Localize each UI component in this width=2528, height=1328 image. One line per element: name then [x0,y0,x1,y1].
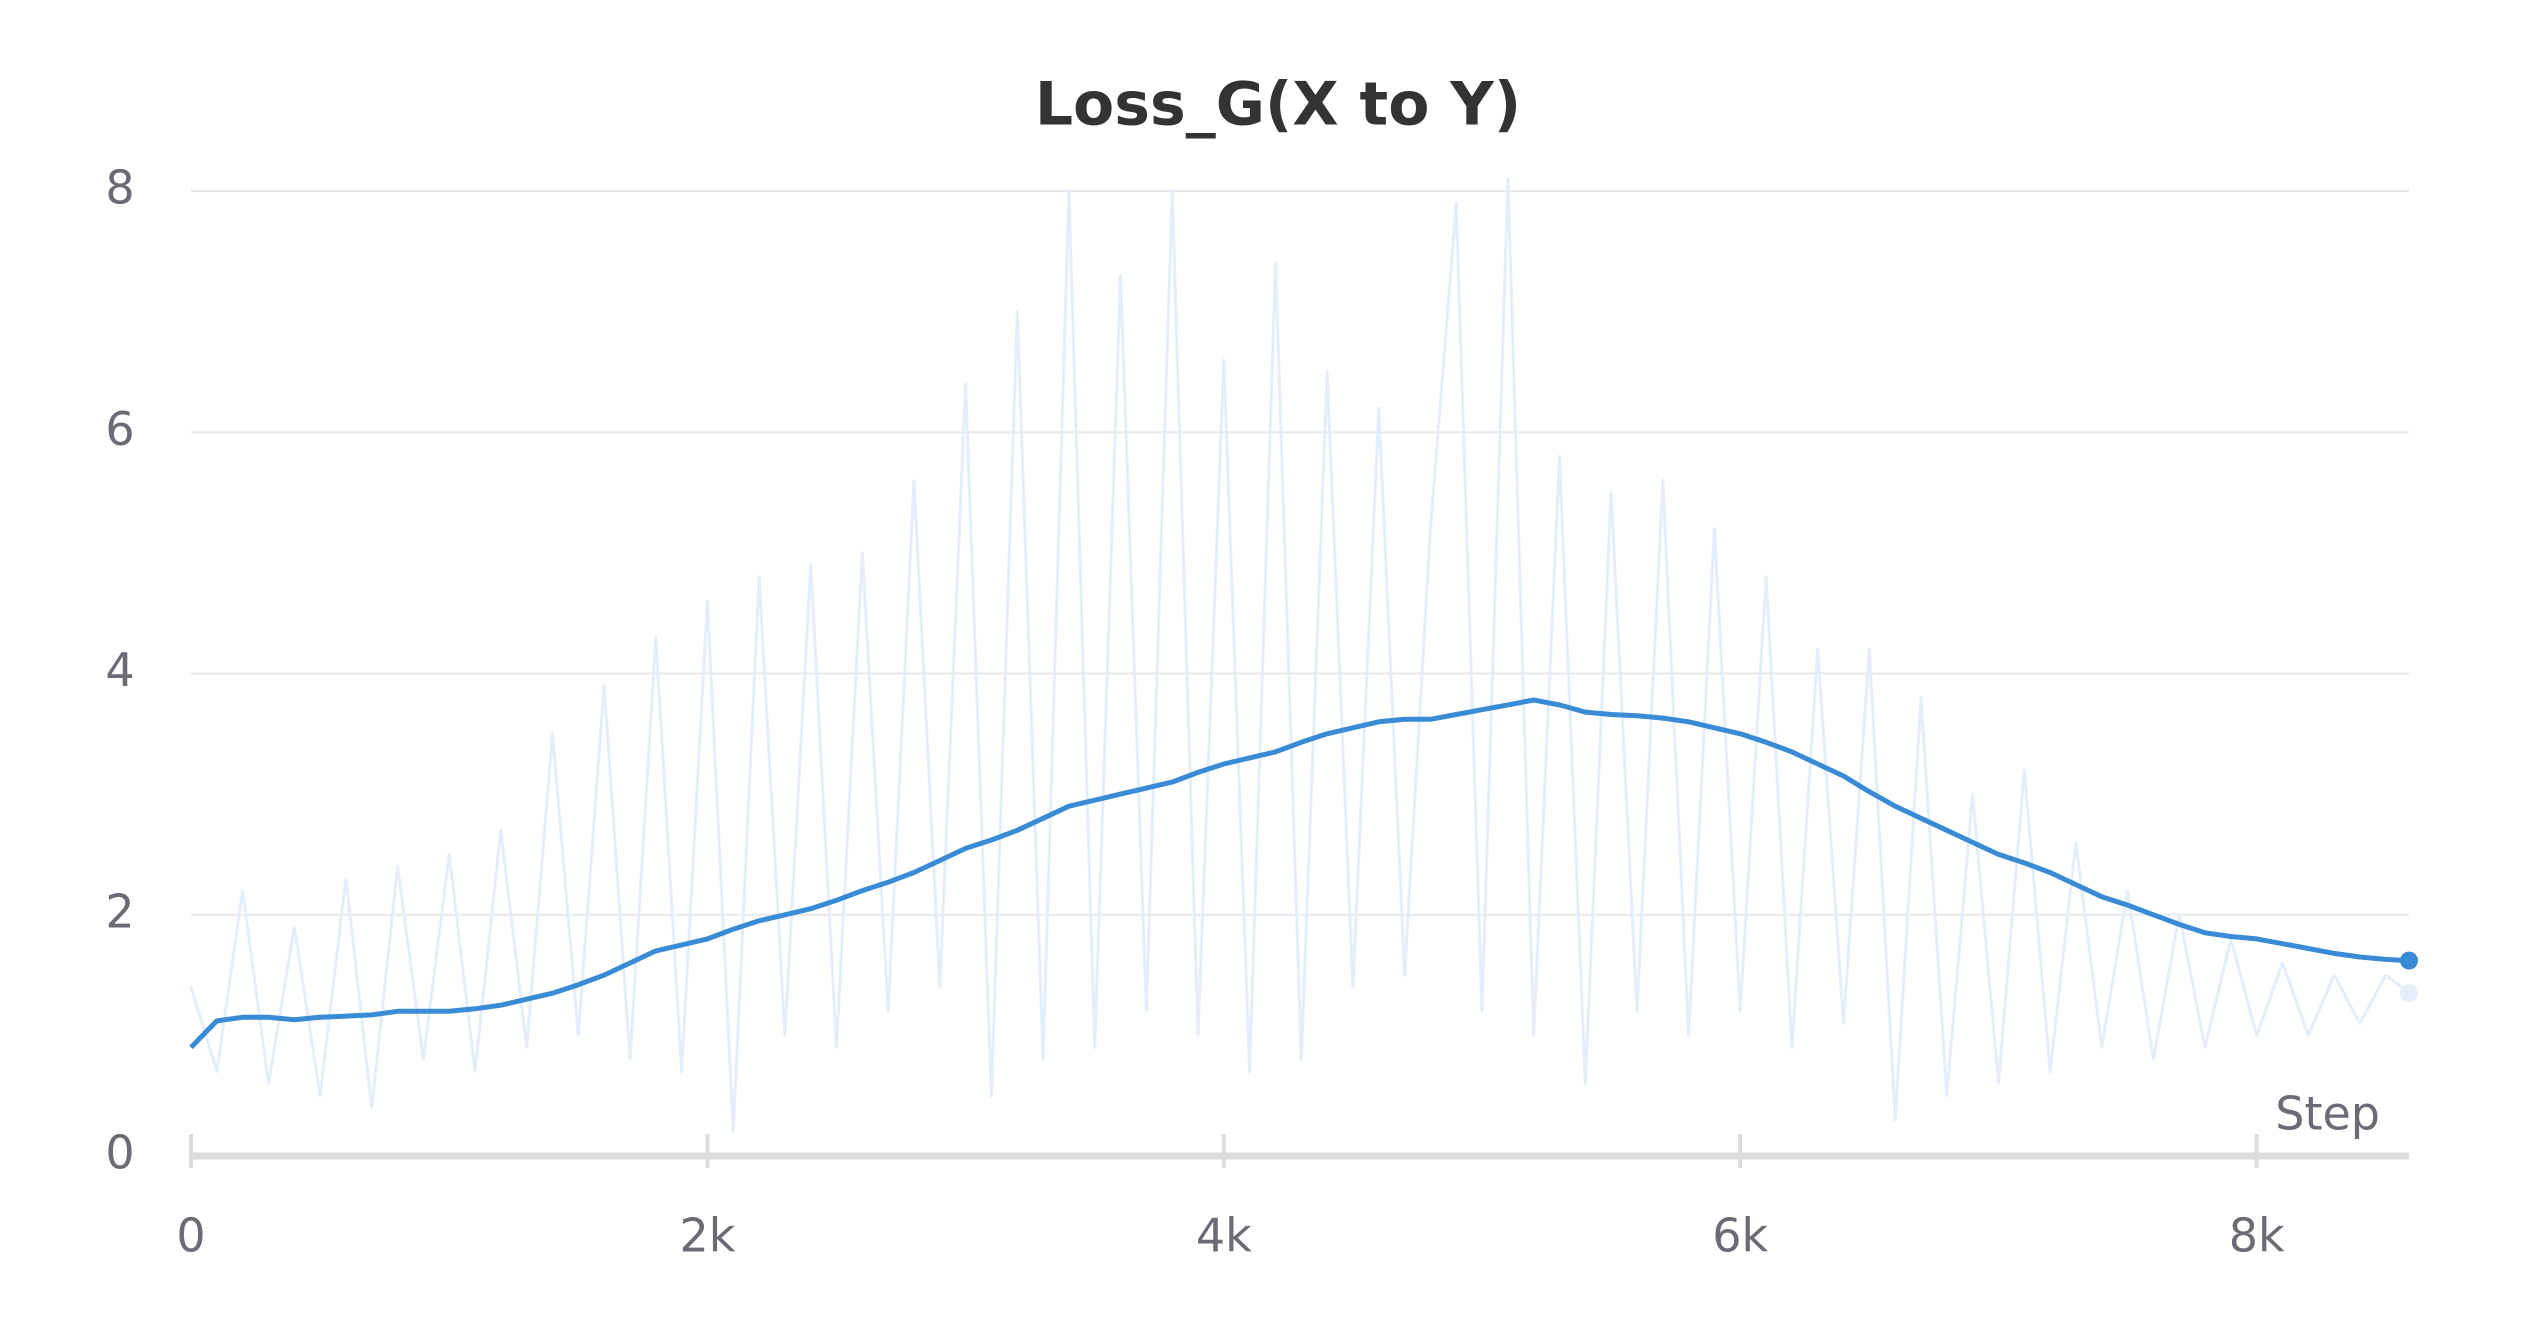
series-line [189,177,2410,1134]
y-tick-label: 2 [105,884,134,938]
y-tick-label: 0 [105,1126,134,1180]
y-tick-label: 4 [105,643,134,697]
x-tick-label: 8k [2229,1209,2285,1263]
x-axis-label: Step [2275,1087,2380,1141]
x-tick-label: 4k [1196,1209,1252,1263]
series-line [189,697,2410,1050]
y-tick-label: 6 [105,402,134,456]
x-tick-label: 0 [176,1209,205,1263]
end-point [2400,951,2418,970]
chart-title: Loss_G(X to Y) [1035,70,1521,140]
x-tick-label: 2k [679,1209,735,1263]
y-tick-label: 8 [105,161,134,215]
end-point [2400,984,2418,1003]
x-tick-label: 6k [1712,1209,1768,1263]
